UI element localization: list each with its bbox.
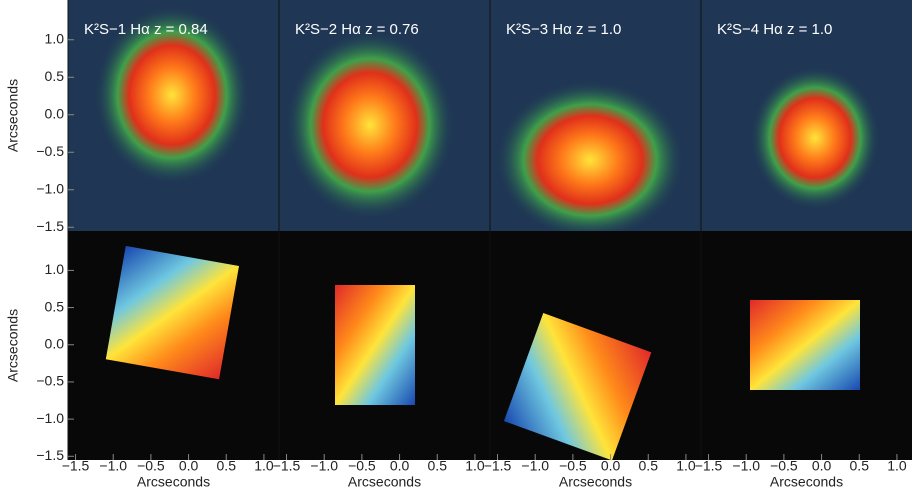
y-tick-label: −0.5 <box>36 373 64 389</box>
x-tick-label: 1.0 <box>465 458 485 474</box>
y-tick-label: −0.5 <box>36 143 64 159</box>
y-tick-label: −1.5 <box>36 447 64 463</box>
x-tick-label: 0.5 <box>217 458 237 474</box>
blob <box>750 66 880 210</box>
x-tick-label: −1.5 <box>695 458 723 474</box>
x-tick-label: −1.0 <box>99 458 127 474</box>
x-tick-label: 0.0 <box>812 458 832 474</box>
y-tick-label: 0.0 <box>45 105 65 121</box>
x-tick-label: −1.5 <box>484 458 512 474</box>
y-axis-label: Arcseconds <box>5 79 21 152</box>
y-tick-label: 1.0 <box>45 261 65 277</box>
x-tick-label: −1.0 <box>521 458 549 474</box>
x-tick-label: 0.0 <box>179 458 199 474</box>
velocity-map <box>105 245 240 380</box>
velocity-map <box>503 313 652 461</box>
x-tick-label: 1.0 <box>887 458 907 474</box>
blob <box>495 80 685 240</box>
y-tick-label: 0.0 <box>45 335 65 351</box>
x-tick-label: 0.5 <box>850 458 870 474</box>
blob <box>94 5 250 185</box>
velocity-map <box>335 285 415 405</box>
x-tick-label: 1.0 <box>676 458 696 474</box>
panel-title: K²S−2 Hα z = 0.76 <box>295 21 419 38</box>
x-tick-label: −1.0 <box>732 458 760 474</box>
x-axis-label: Arcseconds <box>770 474 843 490</box>
panel-title: K²S−1 Hα z = 0.84 <box>84 21 208 38</box>
x-tick-label: 0.5 <box>639 458 659 474</box>
panel-title: K²S−3 Hα z = 1.0 <box>506 21 621 38</box>
x-tick-label: −1.0 <box>310 458 338 474</box>
x-tick-label: −0.5 <box>348 458 376 474</box>
x-axis-label: Arcseconds <box>559 474 632 490</box>
x-tick-label: 0.0 <box>390 458 410 474</box>
blob <box>285 30 455 220</box>
y-tick-label: 0.5 <box>45 68 65 84</box>
x-tick-label: 0.0 <box>601 458 621 474</box>
x-tick-label: 0.5 <box>428 458 448 474</box>
y-tick-label: −1.5 <box>36 218 64 234</box>
x-tick-label: −1.5 <box>62 458 90 474</box>
y-tick-label: −1.0 <box>36 180 64 196</box>
x-tick-label: −0.5 <box>559 458 587 474</box>
x-tick-label: 1.0 <box>254 458 274 474</box>
x-tick-label: −0.5 <box>137 458 165 474</box>
y-axis-label: Arcseconds <box>5 309 21 382</box>
panel-title: K²S−4 Hα z = 1.0 <box>717 21 832 38</box>
y-tick-label: 0.5 <box>45 298 65 314</box>
y-tick-label: −1.0 <box>36 410 64 426</box>
y-tick-label: 1.0 <box>45 30 65 46</box>
x-tick-label: −1.5 <box>273 458 301 474</box>
velocity-map <box>750 300 860 390</box>
x-axis-label: Arcseconds <box>348 474 421 490</box>
x-tick-label: −0.5 <box>770 458 798 474</box>
x-axis-label: Arcseconds <box>137 474 210 490</box>
